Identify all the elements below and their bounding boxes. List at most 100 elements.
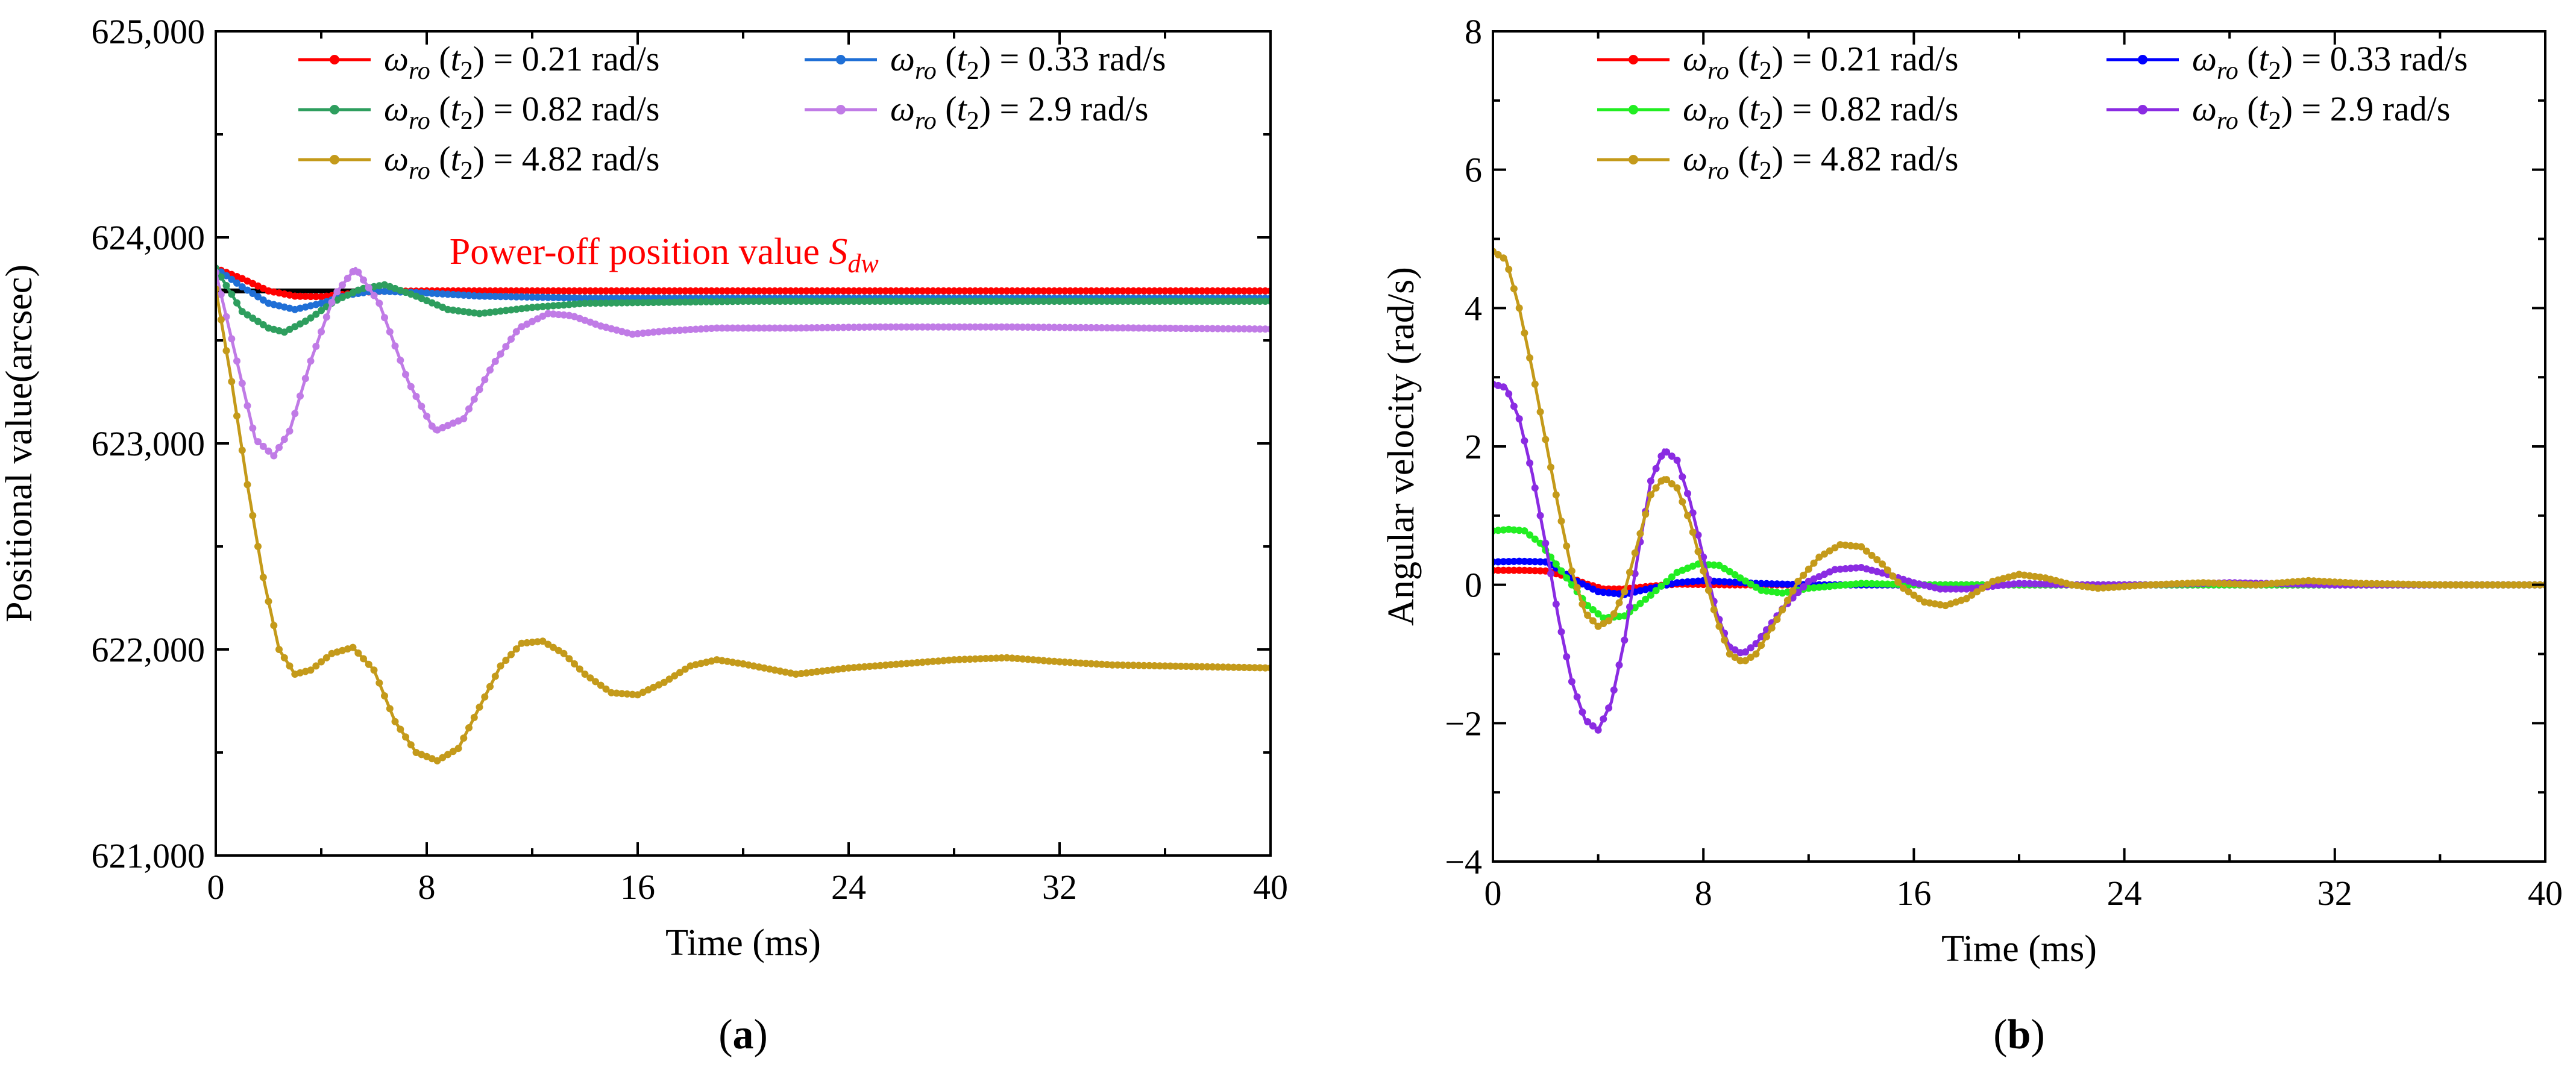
series-marker-2.9	[1093, 324, 1101, 331]
series-marker-4.82	[465, 724, 473, 731]
series-marker-4.82	[2136, 581, 2144, 589]
series-marker-2.9	[307, 357, 315, 365]
series-marker-4.82	[2525, 581, 2533, 589]
series-marker-2.9	[908, 323, 916, 331]
series-marker-4.82	[623, 690, 631, 698]
plot-area	[216, 264, 1271, 765]
series-marker-0.82	[1225, 298, 1232, 305]
series-marker-4.82	[818, 667, 826, 675]
series-marker-2.9	[397, 357, 404, 364]
series-marker-2.9	[723, 324, 731, 332]
series-marker-0.21	[1230, 287, 1237, 295]
series-marker-2.9	[550, 310, 557, 318]
series-marker-0.82	[708, 298, 715, 305]
series-marker-0.82	[993, 298, 1000, 305]
series-marker-4.82	[1915, 595, 1923, 602]
series-marker-4.82	[1821, 550, 1828, 558]
series-marker-4.82	[1208, 663, 1216, 671]
series-marker-2.9	[1193, 325, 1201, 333]
series-marker-0.82	[919, 298, 926, 305]
series-marker-2.9	[1505, 390, 1513, 398]
series-marker-4.82	[1072, 659, 1079, 667]
series-marker-4.82	[2120, 583, 2128, 590]
series-marker-0.82	[1736, 574, 1744, 582]
series-marker-0.21	[481, 287, 489, 295]
series-marker-2.9	[286, 427, 294, 435]
series-marker-0.33	[238, 283, 246, 291]
series-marker-0.21	[523, 287, 531, 295]
series-marker-2.9	[365, 284, 372, 292]
series-marker-0.21	[1246, 287, 1253, 295]
series-marker-2.9	[1600, 715, 1607, 723]
series-marker-0.21	[961, 287, 969, 295]
series-marker-4.82	[1124, 662, 1132, 669]
series-marker-4.82	[1700, 567, 1707, 575]
series-marker-0.82	[660, 298, 668, 306]
series-marker-0.82	[972, 298, 979, 305]
series-marker-4.82	[1531, 380, 1539, 388]
series-marker-2.9	[1103, 324, 1111, 332]
series-marker-0.33	[476, 292, 483, 300]
series-marker-0.33	[428, 289, 436, 297]
series-marker-4.82	[560, 649, 568, 657]
y-tick-label: −2	[1445, 704, 1482, 743]
series-marker-0.21	[740, 287, 747, 295]
series-marker-2.9	[217, 290, 225, 298]
series-marker-0.82	[1103, 298, 1111, 305]
series-marker-4.82	[1689, 528, 1697, 536]
series-marker-2.9	[1183, 325, 1190, 333]
series-marker-2.9	[423, 412, 430, 420]
series-marker-2.9	[1098, 324, 1105, 331]
series-marker-0.82	[465, 308, 473, 316]
legend-swatch-marker	[836, 55, 846, 64]
legend-swatch-marker	[1629, 155, 1638, 164]
series-marker-4.82	[1557, 518, 1565, 525]
series-marker-2.9	[1626, 603, 1633, 611]
series-marker-2.9	[2020, 580, 2028, 587]
series-marker-4.82	[976, 655, 984, 663]
series-marker-4.82	[312, 662, 320, 670]
series-marker-0.21	[1124, 287, 1132, 295]
series-marker-0.82	[233, 299, 240, 307]
series-marker-2.9	[2041, 580, 2049, 588]
series-marker-2.9	[386, 328, 394, 336]
series-marker-0.82	[871, 298, 879, 305]
series-marker-0.33	[518, 293, 526, 301]
series-marker-0.82	[987, 298, 995, 305]
series-marker-4.82	[2489, 581, 2496, 589]
series-marker-4.82	[2189, 579, 2197, 587]
series-marker-0.82	[1526, 531, 1534, 539]
series-marker-4.82	[1763, 633, 1770, 640]
panel-label: (b)	[1993, 1012, 2045, 1058]
series-marker-0.21	[1251, 287, 1258, 295]
series-marker-2.9	[1605, 704, 1613, 712]
series-marker-4.82	[1198, 663, 1206, 671]
series-marker-0.21	[618, 287, 626, 295]
series-marker-4.82	[1156, 662, 1164, 670]
series-marker-2.9	[1256, 325, 1264, 333]
series-marker-2.9	[1235, 325, 1243, 333]
series-marker-0.21	[924, 287, 932, 295]
series-marker-0.21	[518, 287, 526, 295]
series-marker-2.9	[238, 380, 246, 387]
legend-item-4.82: ωro (t2) = 4.82 rad/s	[298, 139, 659, 185]
series-marker-4.82	[2310, 577, 2317, 585]
series-marker-2.9	[270, 452, 278, 460]
series-marker-0.82	[1747, 580, 1755, 588]
series-marker-0.21	[565, 287, 573, 295]
series-marker-4.82	[1087, 660, 1095, 668]
series-marker-0.82	[887, 298, 894, 305]
series-marker-0.82	[301, 318, 309, 325]
series-marker-2.9	[1077, 324, 1084, 331]
series-marker-4.82	[349, 643, 357, 651]
series-marker-0.21	[824, 287, 831, 295]
series-marker-4.82	[228, 378, 236, 386]
series-marker-4.82	[2184, 580, 2191, 587]
series-marker-2.9	[1652, 465, 1660, 472]
series-marker-0.82	[761, 298, 768, 305]
series-marker-0.21	[845, 287, 852, 295]
series-marker-4.82	[1679, 498, 1686, 505]
series-marker-0.82	[934, 298, 942, 305]
series-marker-0.21	[533, 287, 541, 295]
